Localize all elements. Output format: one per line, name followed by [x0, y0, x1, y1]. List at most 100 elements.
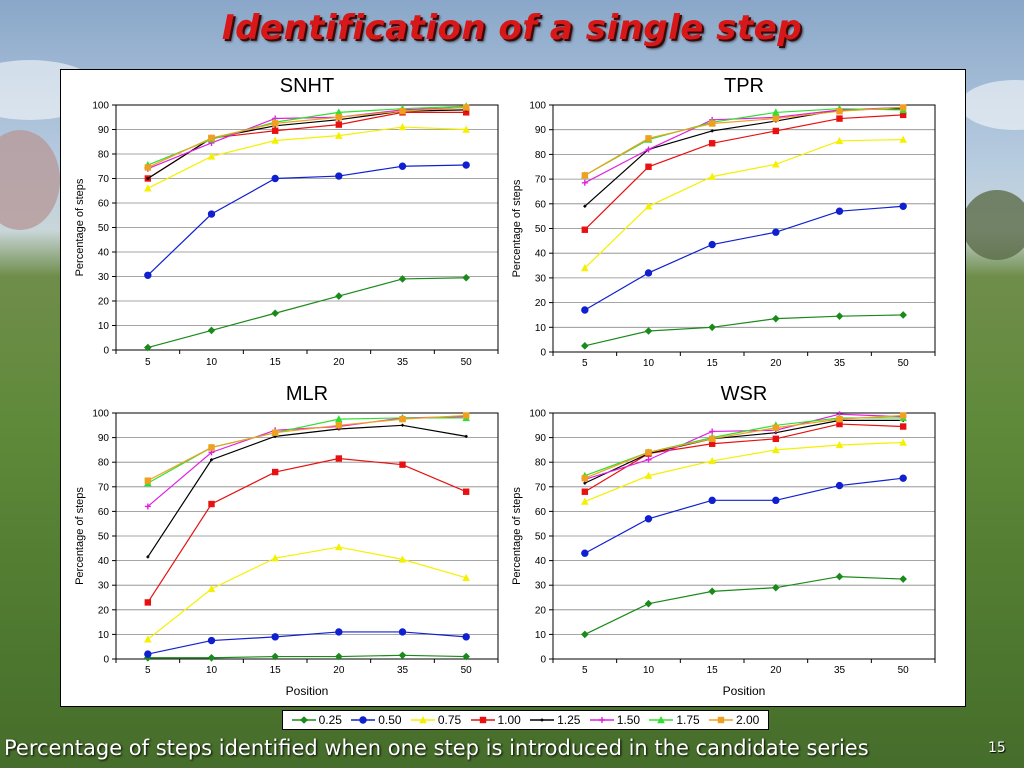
series-1.25: [583, 418, 905, 485]
series-line: [147, 457, 467, 603]
x-tick-label: 20: [333, 665, 345, 676]
data-point: [462, 273, 470, 282]
data-point: [645, 135, 652, 142]
legend-label: 0.75: [437, 713, 462, 727]
y-axis-label: Percentage of steps: [511, 487, 523, 585]
y-tick-label: 50: [535, 532, 547, 543]
x-tick-label: 5: [145, 665, 151, 676]
data-point: [144, 650, 152, 658]
legend-swatch: [709, 716, 733, 724]
data-point: [207, 636, 216, 645]
y-tick-label: 60: [535, 199, 547, 210]
data-point: [708, 323, 716, 332]
legend-marker: [717, 716, 725, 724]
y-tick-label: 60: [98, 199, 110, 210]
series-0.50: [581, 474, 907, 557]
y-tick-label: 40: [535, 249, 547, 260]
series-0.50: [581, 202, 907, 314]
series-0.50: [144, 628, 470, 658]
data-point: [710, 129, 714, 133]
legend-marker: [657, 716, 666, 724]
series-line: [584, 314, 904, 347]
data-point: [144, 503, 151, 510]
chart-panel: 0 10 20 30 40 50 60 70 80 90 100 5 10 15 20 35 50 SNHT Per…: [60, 69, 966, 707]
data-point: [645, 449, 652, 456]
y-tick-label: 40: [98, 556, 110, 567]
legend-label: 0.50: [378, 713, 402, 727]
y-tick-label: 40: [535, 556, 547, 567]
legend-label: 1.50: [616, 713, 641, 727]
data-point: [835, 207, 844, 215]
data-point: [644, 202, 653, 210]
series-0.25: [581, 572, 907, 639]
slide-caption: Percentage of steps identified when one …: [4, 736, 869, 760]
x-tick-label: 35: [834, 665, 846, 676]
y-tick-label: 30: [535, 273, 547, 284]
series-0.75: [581, 135, 907, 272]
data-point: [899, 111, 907, 119]
x-tick-label: 10: [206, 665, 218, 676]
legend-item: 0.75: [410, 713, 462, 727]
y-tick-label: 40: [98, 248, 110, 259]
y-tick-label: 100: [92, 101, 109, 112]
chart-mlr: 0 10 20 30 40 50 60 70 80 90 100 5 10 15 20 35 50 MLR Perc…: [74, 383, 499, 698]
x-tick-label: 50: [461, 665, 473, 676]
data-point: [836, 415, 843, 423]
data-point: [772, 496, 780, 505]
data-point: [708, 456, 716, 465]
series-0.25: [144, 273, 470, 352]
data-point: [335, 652, 343, 661]
series-0.25: [581, 311, 907, 350]
data-point: [581, 179, 588, 186]
legend: 0.25 0.50 0.75 1.00 1.25 1.50 1.75 2.00: [282, 710, 769, 730]
x-tick-label: 20: [770, 358, 782, 369]
data-point: [398, 628, 407, 636]
chart-title: SNHT: [280, 75, 334, 97]
data-point: [836, 107, 843, 115]
y-tick-label: 10: [98, 630, 110, 641]
data-point: [708, 172, 716, 180]
data-point: [271, 554, 279, 562]
x-tick-label: 35: [834, 358, 846, 369]
data-point: [271, 309, 279, 318]
series-line: [584, 413, 904, 480]
data-point: [271, 174, 279, 183]
data-point: [835, 572, 844, 581]
data-point: [899, 412, 907, 419]
y-tick-label: 100: [92, 409, 109, 420]
x-tick-label: 10: [643, 358, 655, 369]
series-line: [584, 106, 904, 184]
series-line: [147, 126, 467, 189]
x-tick-label: 20: [333, 357, 345, 368]
y-tick-label: 60: [98, 507, 110, 518]
data-point: [271, 652, 279, 661]
series-line: [584, 138, 904, 269]
legend-item: 1.50: [589, 713, 641, 727]
data-point: [708, 140, 716, 147]
y-tick-label: 10: [98, 321, 110, 332]
legend-marker: [299, 716, 308, 724]
series-line: [147, 424, 467, 558]
series-2.00: [144, 412, 470, 484]
data-point: [644, 327, 653, 335]
legend-label: 0.25: [318, 713, 342, 727]
series-0.75: [144, 123, 470, 192]
data-point: [644, 471, 653, 479]
data-point: [144, 599, 152, 606]
data-point: [207, 152, 216, 160]
series-line: [147, 654, 467, 659]
chart-tpr: 0 10 20 30 40 50 60 70 80 90 100 5 10 15 20 35 50 TPR Perc…: [511, 75, 936, 369]
x-tick-label: 35: [397, 665, 409, 676]
y-tick-label: 80: [535, 458, 547, 469]
data-point: [399, 107, 406, 115]
data-point: [581, 306, 589, 314]
data-point: [581, 497, 589, 505]
x-tick-label: 50: [898, 665, 910, 676]
x-tick-label: 50: [461, 357, 473, 368]
data-point: [144, 184, 152, 192]
data-point: [772, 314, 780, 323]
chart-wsr: 0 10 20 30 40 50 60 70 80 90 100 5 10 15 20 35 50 WSR Perc…: [511, 383, 936, 698]
y-tick-label: 20: [98, 297, 110, 308]
data-point: [581, 172, 589, 179]
